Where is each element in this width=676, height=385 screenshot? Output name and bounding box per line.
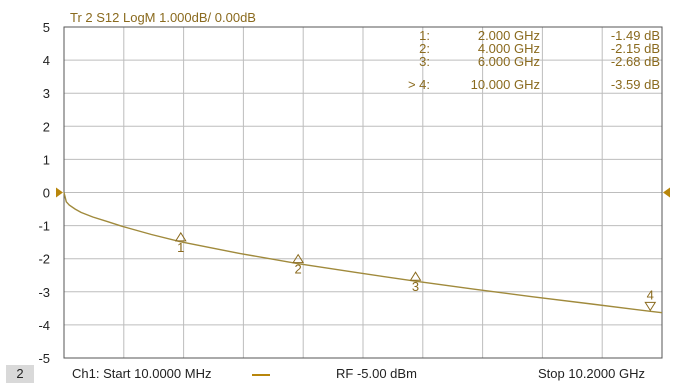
marker-number-3: 3	[412, 279, 419, 294]
marker-symbols: 1 2 3 4	[174, 231, 657, 312]
start-frequency-label[interactable]: Ch1: Start 10.0000 MHz	[72, 366, 212, 381]
marker-1-frequency: 2.000 GHz	[478, 28, 540, 43]
marker-number-4: 4	[647, 287, 654, 302]
y-tick-label: -5	[38, 351, 50, 364]
marker-3-label: 3:	[419, 54, 430, 69]
s12-trace-line	[63, 192, 663, 314]
y-tick-label: -3	[38, 285, 50, 300]
reference-level-arrow-left[interactable]	[56, 187, 63, 198]
y-tick-label: -4	[38, 318, 50, 333]
marker-triangle-2[interactable]	[292, 253, 305, 264]
marker-triangle-1[interactable]	[174, 231, 187, 242]
marker-3-frequency: 6.000 GHz	[478, 54, 540, 69]
marker-4-label: > 4:	[408, 77, 430, 92]
trace-color-line-icon	[252, 374, 270, 376]
stop-frequency-label[interactable]: Stop 10.2000 GHz	[538, 366, 645, 381]
channel-status-bar: 2 Ch1: Start 10.0000 MHz RF -5.00 dBm St…	[0, 364, 676, 385]
marker-3-value: -2.68 dB	[611, 54, 660, 69]
marker-1-label: 1:	[419, 28, 430, 43]
y-tick-label: 1	[43, 152, 50, 167]
y-axis-tick-labels: 5 4 3 2 1 0 -1 -2 -3 -4 -5	[38, 20, 50, 364]
marker-2-frequency: 4.000 GHz	[478, 41, 540, 56]
y-tick-label: -2	[38, 252, 50, 267]
trace-title: Tr 2 S12 LogM 1.000dB/ 0.00dB	[70, 10, 256, 25]
marker-number-2: 2	[295, 262, 302, 277]
y-tick-label: 4	[43, 53, 50, 68]
marker-number-1: 1	[177, 240, 184, 255]
y-tick-label: 2	[43, 119, 50, 134]
trace-chart: Tr 2 S12 LogM 1.000dB/ 0.00dB 5 4 3 2 1 0 -1 -2…	[38, 10, 670, 364]
marker-2-label: 2:	[419, 41, 430, 56]
chart-grid	[63, 26, 663, 359]
y-tick-label: 0	[43, 186, 50, 201]
marker-triangle-3[interactable]	[409, 271, 422, 281]
marker-4-frequency: 10.000 GHz	[471, 77, 540, 92]
y-tick-label: 5	[43, 20, 50, 35]
marker-4-value: -3.59 dB	[611, 77, 660, 92]
marker-triangle-4[interactable]	[644, 301, 657, 312]
channel-number-badge[interactable]: 2	[6, 365, 34, 383]
rf-power-label[interactable]: RF -5.00 dBm	[336, 366, 417, 381]
reference-level-arrow-right[interactable]	[663, 187, 670, 198]
marker-1-value: -1.49 dB	[611, 28, 660, 43]
y-tick-label: 3	[43, 86, 50, 101]
marker-2-value: -2.15 dB	[611, 41, 660, 56]
marker-readout-table: 1: 2.000 GHz -1.49 dB 2: 4.000 GHz -2.15 dB 3:…	[408, 28, 660, 92]
y-tick-label: -1	[38, 219, 50, 234]
